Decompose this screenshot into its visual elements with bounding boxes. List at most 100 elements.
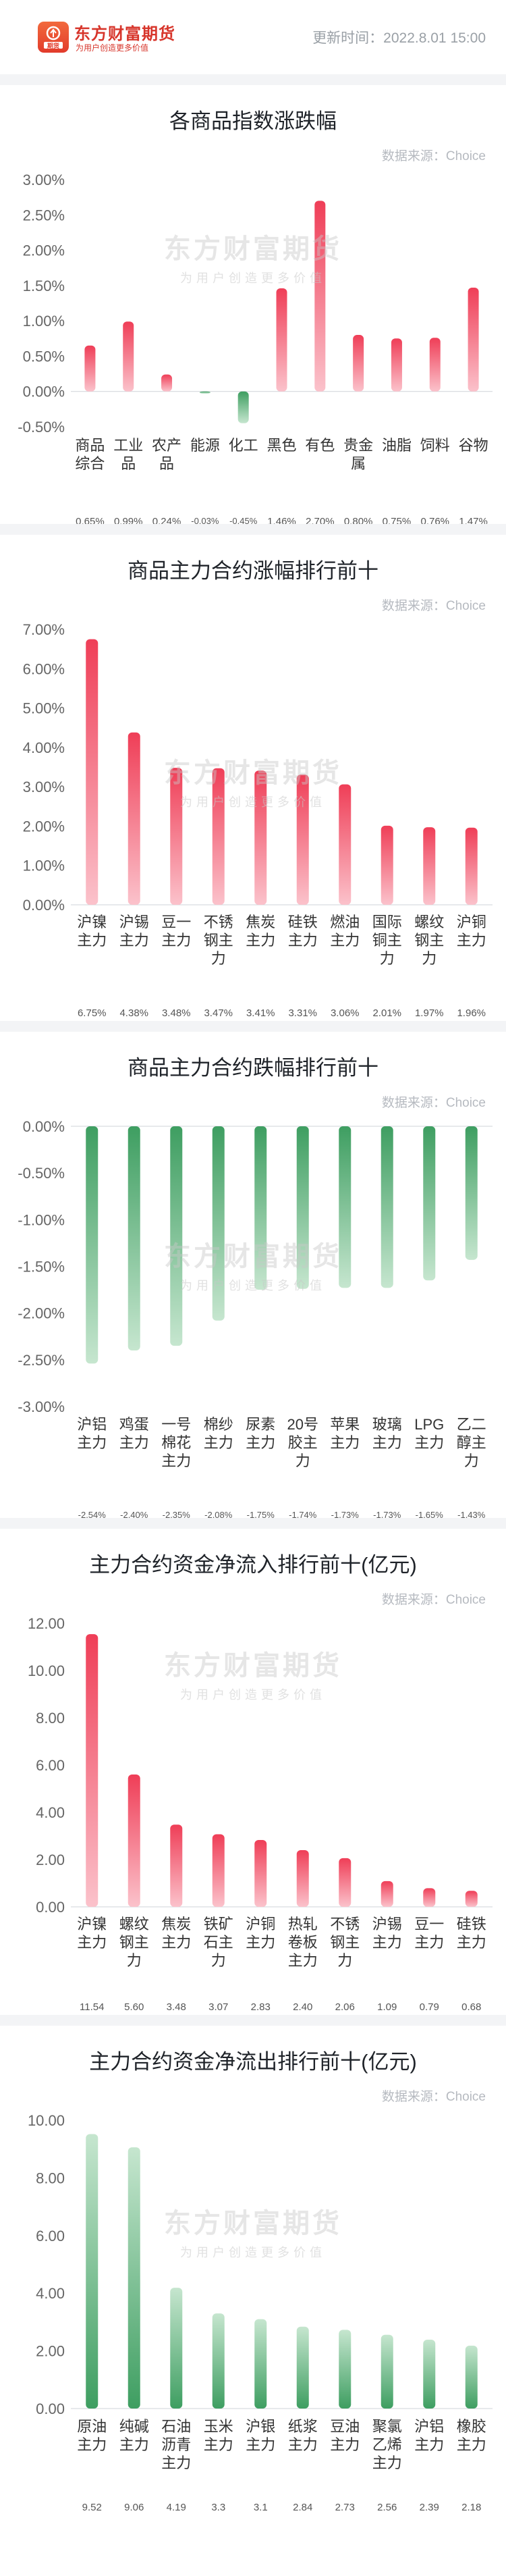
top-losers-section: 商品主力合约跌幅排行前十 数据来源：Choice 0.00% -0.50% -1.0… — [0, 1032, 506, 1520]
y-tick-label: 7.00% — [23, 621, 65, 638]
bar — [170, 1824, 183, 1907]
category-label: 鸡蛋主力 — [119, 1416, 149, 1451]
bar — [199, 391, 210, 394]
brand-slogan: 为用户创造更多价值 — [76, 43, 149, 53]
category-label: 农产品 — [152, 437, 182, 472]
data-label: 0.68 — [461, 2001, 482, 2013]
index-change-section: 各商品指数涨跌幅 数据来源：Choice -0.50% 0.00% 0.50% 1.0… — [0, 85, 506, 527]
bar — [339, 1858, 352, 1907]
bar — [381, 825, 393, 905]
category-label: 苹果主力 — [330, 1416, 360, 1451]
data-label: 3.47% — [204, 1007, 233, 1019]
y-tick-label: 3.00% — [23, 172, 65, 188]
update-time: 更新时间：2022.8.01 15:00 — [312, 30, 486, 46]
category-label: 乙二醇主力 — [456, 1416, 486, 1469]
category-label: 螺纹钢主力 — [414, 914, 445, 967]
category-label: 燃油主力 — [330, 914, 360, 949]
category-label: 沪铝主力 — [77, 1416, 107, 1451]
category-label: 纯碱主力 — [119, 2418, 149, 2453]
category-label: 贵金属 — [343, 437, 374, 472]
y-tick-label: 0.00 — [36, 1899, 65, 1916]
y-tick-label: 0.50% — [23, 348, 65, 365]
data-label: 3.06% — [330, 1007, 360, 1019]
bar — [429, 338, 441, 392]
category-label: 沪铝主力 — [414, 2418, 445, 2453]
bar — [86, 1634, 99, 1907]
y-tick-label: 5.00% — [23, 700, 65, 717]
bar — [84, 345, 96, 392]
bar — [465, 1891, 478, 1907]
bar — [212, 2313, 225, 2409]
bar — [465, 1126, 478, 1260]
category-label: 棉纱主力 — [203, 1416, 233, 1451]
data-label: 5.60 — [124, 2001, 144, 2013]
y-tick-label: 2.00 — [36, 2343, 65, 2360]
data-label: 3.1 — [253, 2502, 268, 2513]
data-label: -1.73% — [373, 1510, 401, 1520]
y-tick-label: 6.00 — [36, 2228, 65, 2244]
y-tick-label: 2.00% — [23, 818, 65, 835]
section-divider — [0, 1021, 506, 1032]
category-label: 沪镍主力 — [77, 1916, 107, 1951]
data-source: 数据来源：Choice — [381, 1593, 486, 1607]
data-label: -1.73% — [331, 1510, 359, 1520]
chart-title: 商品主力合约涨幅排行前十 — [128, 559, 378, 583]
chart-title: 各商品指数涨跌幅 — [169, 109, 337, 133]
bar — [381, 2334, 393, 2409]
category-label: 豆油主力 — [330, 2418, 360, 2453]
y-tick-label: 1.00% — [23, 858, 65, 874]
bar — [170, 768, 183, 905]
bar — [423, 1126, 436, 1281]
bar — [339, 2330, 352, 2409]
y-tick-label: 2.50% — [23, 207, 65, 224]
category-label: 玻璃主力 — [372, 1416, 402, 1451]
bar — [339, 1126, 352, 1288]
data-label: 3.07 — [208, 2001, 229, 2013]
y-tick-label: 8.00 — [36, 1710, 65, 1727]
category-label: 铁矿石主力 — [203, 1916, 233, 1969]
bar — [296, 1850, 309, 1907]
category-label: 原油主力 — [77, 2418, 107, 2453]
data-label: 2.84 — [293, 2502, 313, 2513]
data-label: 6.75% — [77, 1007, 107, 1019]
data-source: 数据来源：Choice — [381, 2090, 486, 2104]
y-tick-label: 4.00 — [36, 1804, 65, 1821]
category-label: 螺纹钢主力 — [119, 1916, 149, 1969]
data-source: 数据来源：Choice — [381, 599, 486, 613]
bar — [254, 770, 267, 905]
category-label: 沪镍主力 — [77, 914, 107, 949]
category-label: 热轧卷板主力 — [287, 1916, 318, 1969]
bar — [170, 1126, 183, 1346]
data-label: -1.43% — [457, 1510, 486, 1520]
bar — [237, 391, 249, 423]
data-source: 数据来源：Choice — [381, 1096, 486, 1110]
y-tick-label: -2.50% — [18, 1352, 65, 1369]
data-label: 1.97% — [414, 1007, 444, 1019]
category-label: 聚氯乙烯主力 — [372, 2418, 402, 2471]
category-label: 沪锡主力 — [119, 914, 149, 949]
y-tick-label: 4.00% — [23, 739, 65, 756]
y-tick-label: -0.50% — [18, 1165, 65, 1182]
top-losers-chart: 0.00% -0.50% -1.00% -1.50% -2.00% -2.50% -3.00… — [18, 1118, 493, 1415]
category-label: 20号胶主力 — [287, 1416, 318, 1469]
data-label: -2.35% — [162, 1510, 190, 1520]
data-label: 2.83 — [250, 2001, 271, 2013]
top-gainers-chart: 0.00% 1.00% 2.00% 3.00% 4.00% 5.00% 6.00% 7.00% — [23, 621, 493, 914]
data-label: 2.40 — [293, 2001, 313, 2013]
data-label: -2.08% — [204, 1510, 233, 1520]
data-label: 2.39 — [419, 2502, 439, 2513]
bar — [86, 639, 99, 905]
category-label: 玉米主力 — [203, 2418, 233, 2453]
bar — [170, 2288, 183, 2409]
y-tick-label: 2.00% — [23, 242, 65, 259]
y-tick-label: 6.00 — [36, 1757, 65, 1774]
y-tick-label: 0.00 — [36, 2400, 65, 2417]
y-tick-label: 0.00% — [23, 384, 65, 400]
category-label: 商品综合 — [75, 437, 105, 472]
bar — [339, 784, 352, 905]
capital-inflow-chart: 0.00 2.00 4.00 6.00 8.00 10.00 12.00 — [28, 1615, 493, 1916]
bar — [381, 1126, 393, 1288]
y-tick-label: 0.00% — [23, 1118, 65, 1135]
data-label: 3.48 — [166, 2001, 186, 2013]
category-label: 黑色 — [266, 437, 297, 454]
